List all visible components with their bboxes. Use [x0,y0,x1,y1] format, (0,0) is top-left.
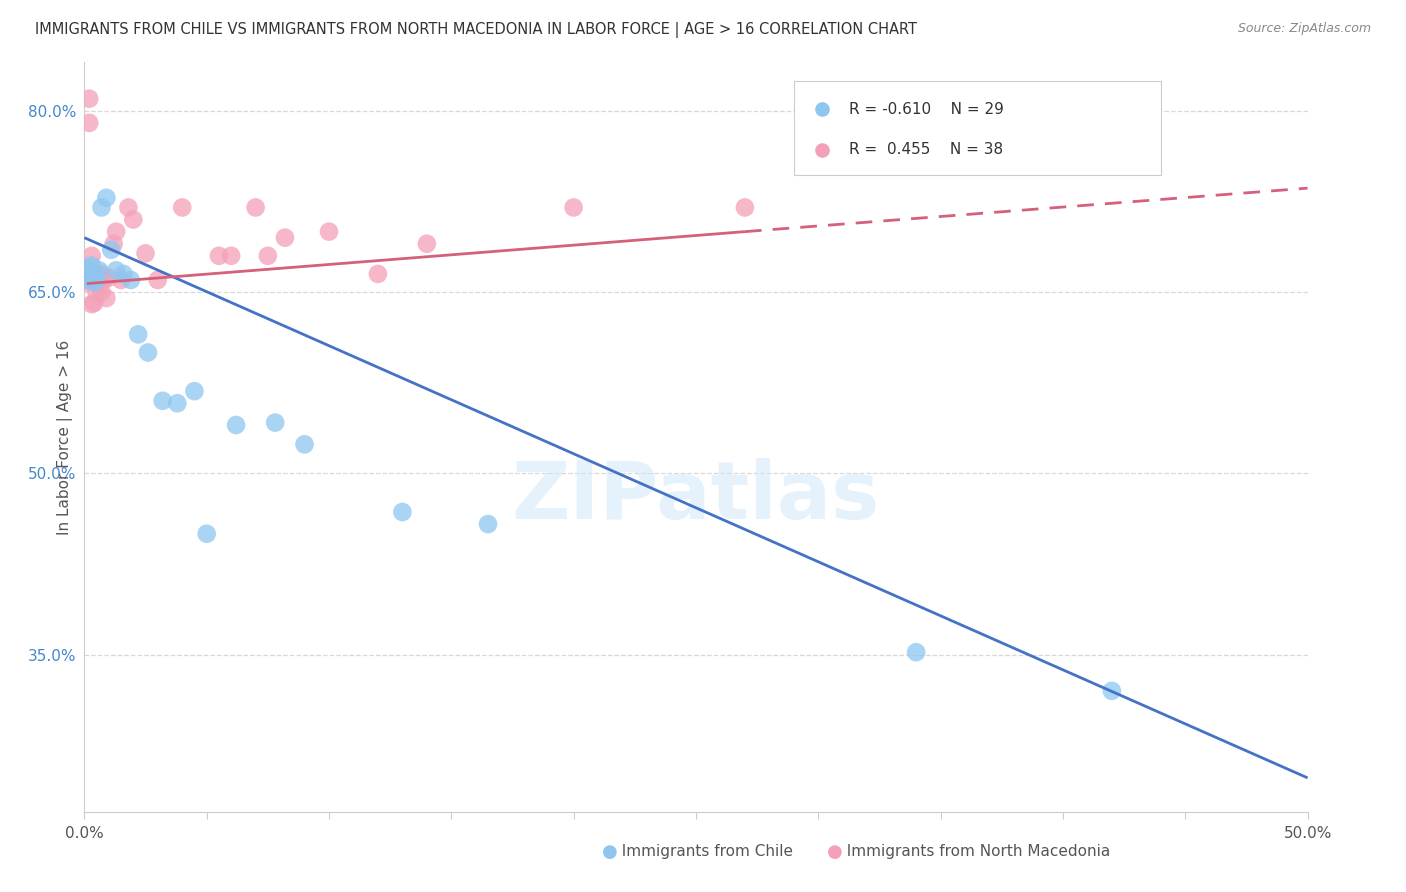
Text: Immigrants from Chile: Immigrants from Chile [612,845,793,859]
Point [172,201,194,215]
Point [166,396,188,410]
Point [76,260,98,275]
Point [110,273,132,287]
Point [80,249,103,263]
Point [100,243,122,257]
Point [80,297,103,311]
Point [83,270,105,285]
Point [318,225,340,239]
Point [105,263,128,277]
Point [76,276,98,290]
Point [152,393,174,408]
Point [86,273,108,287]
Point [90,267,112,281]
Text: R =  0.455    N = 38: R = 0.455 N = 38 [849,142,1002,157]
Point [264,416,287,430]
Text: Immigrants from North Macedonia: Immigrants from North Macedonia [837,845,1109,859]
Point [77,273,100,287]
Point [112,267,135,281]
Point [86,272,108,286]
Point [90,201,112,215]
Point [96,191,118,205]
Point [294,437,316,451]
Point [83,276,105,290]
Point [562,201,585,215]
Point [127,327,149,342]
Point [77,92,100,106]
Point [77,116,100,130]
Point [122,212,145,227]
Point [477,517,499,532]
Point [83,267,105,281]
Point [257,249,280,263]
Point [93,273,115,287]
Point [97,270,120,285]
Point [77,263,100,277]
Point [87,273,110,287]
Point [76,273,98,287]
Point [117,201,139,215]
Point [80,259,103,273]
Point [86,285,108,299]
Point [245,201,267,215]
Point [734,201,756,215]
Point [1101,684,1123,698]
Point [274,230,297,244]
Point [96,291,118,305]
Point [135,246,157,260]
Y-axis label: In Labor Force | Age > 16: In Labor Force | Age > 16 [58,340,73,534]
Point [391,505,413,519]
Point [136,345,159,359]
Point [86,267,108,281]
Point [90,285,112,299]
Text: ●: ● [602,843,617,861]
Text: IMMIGRANTS FROM CHILE VS IMMIGRANTS FROM NORTH MACEDONIA IN LABOR FORCE | AGE > : IMMIGRANTS FROM CHILE VS IMMIGRANTS FROM… [35,22,917,38]
Text: ●: ● [827,843,842,861]
Text: ZIPatlas: ZIPatlas [512,458,880,536]
Text: Source: ZipAtlas.com: Source: ZipAtlas.com [1237,22,1371,36]
Point [219,249,242,263]
Point [87,276,110,290]
Point [105,225,128,239]
Point [208,249,231,263]
Point [87,263,110,277]
Point [120,273,142,287]
Point [80,270,103,285]
Point [76,267,98,281]
FancyBboxPatch shape [794,81,1161,175]
Point [367,267,389,281]
Point [183,384,205,399]
Point [103,236,125,251]
Point [905,645,928,659]
Point [76,270,98,285]
Point [225,417,247,432]
Point [83,296,105,310]
Point [80,273,103,287]
Point [416,236,439,251]
Point [146,273,169,287]
Point [195,526,218,541]
Text: R = -0.610    N = 29: R = -0.610 N = 29 [849,102,1004,117]
